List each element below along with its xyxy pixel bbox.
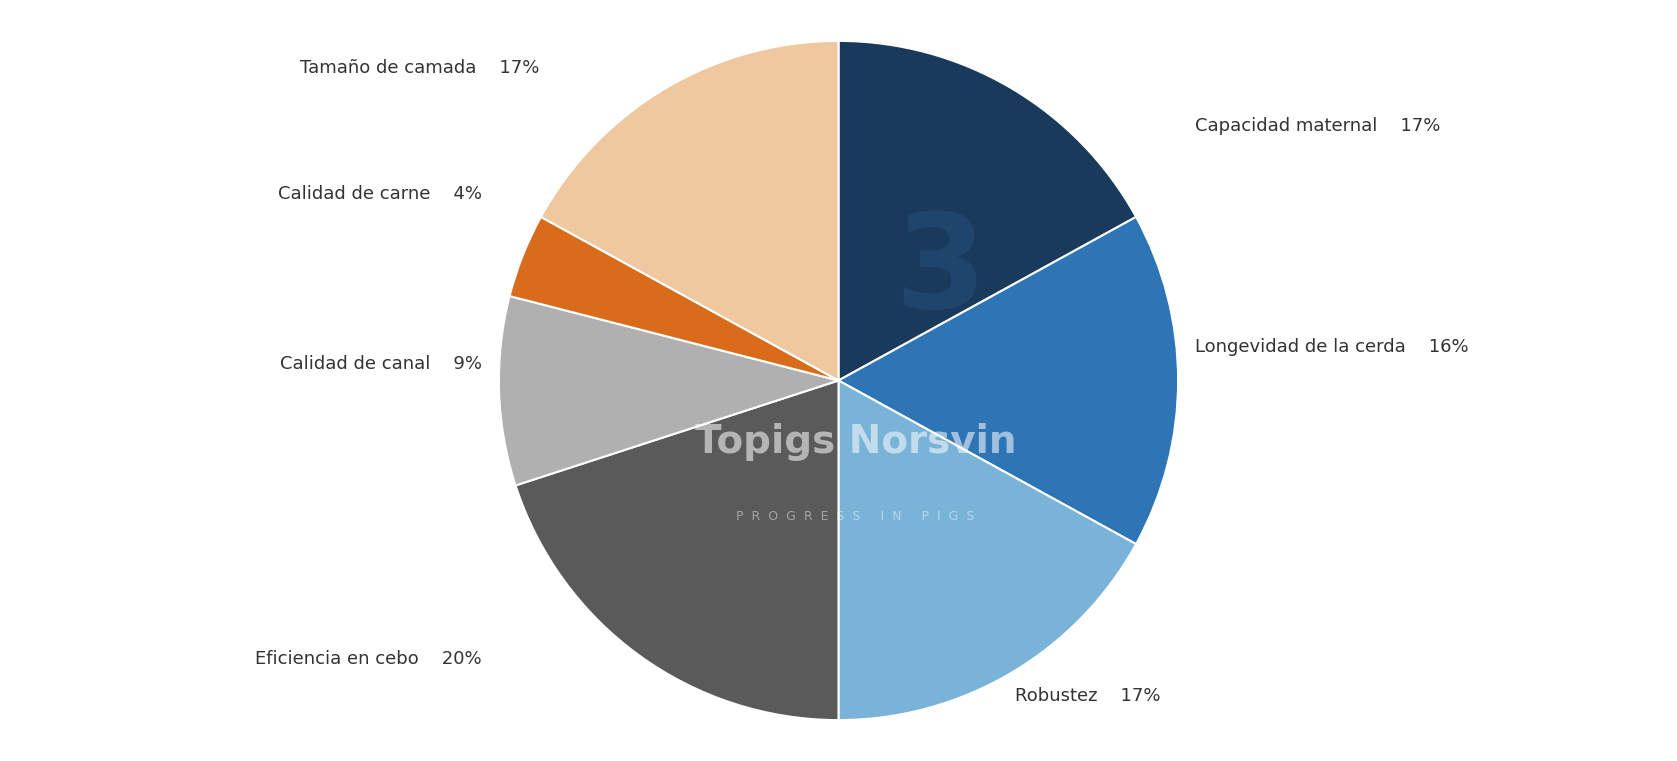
Text: Tamaño de camada    17%: Tamaño de camada 17% <box>300 59 540 77</box>
Text: P  R  O  G  R  E  S  S     I  N     P  I  G  S: P R O G R E S S I N P I G S <box>736 510 974 523</box>
Wedge shape <box>542 41 838 380</box>
Text: Calidad de canal    9%: Calidad de canal 9% <box>280 355 481 373</box>
Wedge shape <box>838 41 1135 380</box>
Text: Eficiencia en cebo    20%: Eficiencia en cebo 20% <box>255 650 481 668</box>
Wedge shape <box>515 380 838 720</box>
Wedge shape <box>498 296 838 486</box>
Wedge shape <box>838 380 1135 720</box>
Text: Topigs Norsvin: Topigs Norsvin <box>694 422 1016 460</box>
Wedge shape <box>510 217 838 380</box>
Wedge shape <box>838 217 1179 544</box>
Text: Calidad de carne    4%: Calidad de carne 4% <box>278 185 481 202</box>
Text: 3: 3 <box>894 209 986 336</box>
Text: Capacidad maternal    17%: Capacidad maternal 17% <box>1196 116 1441 135</box>
Text: Robustez    17%: Robustez 17% <box>1015 687 1160 705</box>
Text: Longevidad de la cerda    16%: Longevidad de la cerda 16% <box>1196 338 1469 355</box>
